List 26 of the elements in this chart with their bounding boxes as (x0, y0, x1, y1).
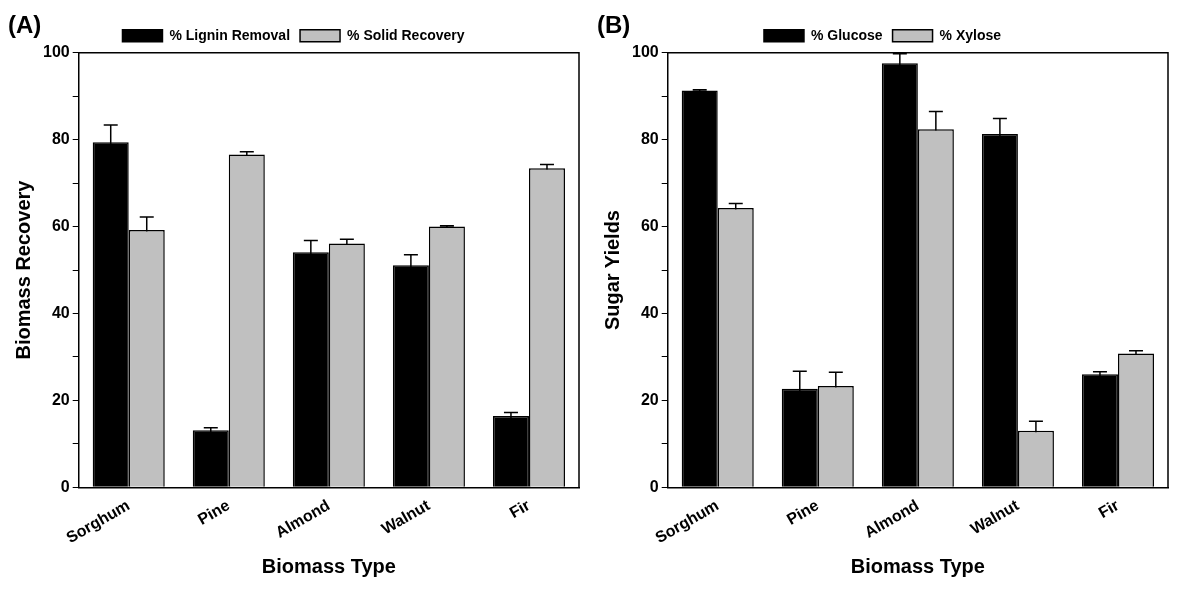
y-tick-label: 0 (649, 477, 659, 495)
y-tick-label: 40 (640, 303, 659, 321)
x-tick-label: Pine (783, 496, 822, 528)
y-tick-label: 60 (640, 216, 659, 234)
y-tick-label: 20 (640, 390, 659, 408)
chart-title: (A) (8, 11, 42, 39)
legend-label: % Lignin Removal (169, 26, 291, 43)
y-tick-label: 80 (51, 130, 70, 148)
x-tick-label: Pine (194, 496, 233, 528)
chart-title: (B) (597, 11, 631, 39)
y-tick-label: 60 (51, 216, 70, 234)
x-tick-label: Fir (1095, 496, 1122, 522)
y-tick-label: 20 (51, 390, 70, 408)
x-axis-title: Biomass Type (850, 554, 985, 577)
y-axis-title: Biomass Recovery (11, 179, 34, 360)
y-tick-label: 80 (640, 130, 659, 148)
y-axis-title: Sugar Yields (600, 210, 623, 331)
x-tick-label: Fir (506, 496, 533, 522)
y-tick-label: 100 (631, 43, 659, 61)
x-axis-title: Biomass Type (261, 554, 396, 577)
legend-label: % Xylose (939, 26, 1002, 43)
legend-label: % Solid Recovery (347, 26, 465, 43)
y-tick-label: 40 (51, 303, 70, 321)
y-tick-label: 0 (60, 477, 70, 495)
legend-label: % Glucose (810, 26, 883, 43)
y-tick-label: 100 (42, 43, 70, 61)
